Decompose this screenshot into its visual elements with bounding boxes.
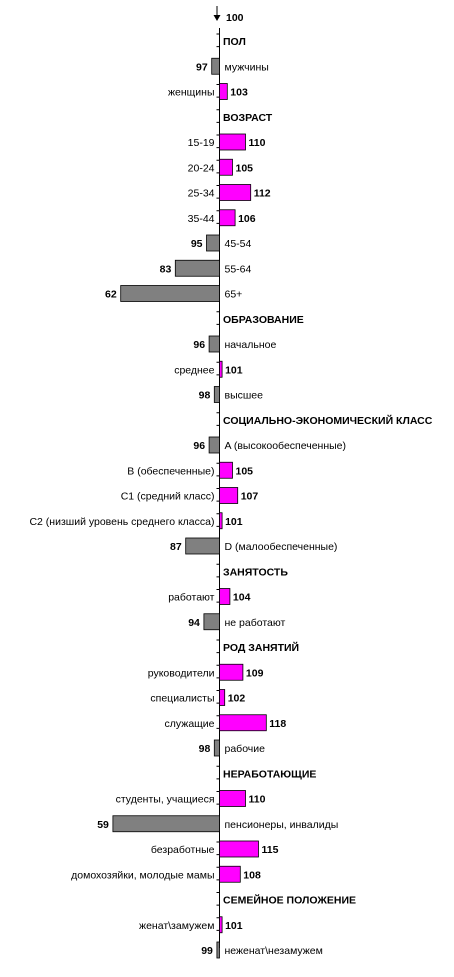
category-label: служащие xyxy=(165,718,215,730)
bar xyxy=(219,158,233,176)
bar xyxy=(208,436,220,454)
value-label: 99 xyxy=(201,945,213,957)
bar xyxy=(120,285,220,302)
section-heading: ПОЛ xyxy=(223,36,246,48)
bar xyxy=(219,83,228,100)
bar xyxy=(211,57,220,75)
bar xyxy=(213,386,220,403)
bar xyxy=(213,739,220,757)
section-heading: ОБРАЗОВАНИЕ xyxy=(223,314,304,326)
category-label: 65+ xyxy=(225,289,243,301)
bar xyxy=(219,689,226,706)
value-label: 108 xyxy=(243,869,261,881)
bar xyxy=(208,335,220,353)
category-label: специалисты xyxy=(150,693,214,705)
value-label: 101 xyxy=(225,364,243,376)
category-label: не работают xyxy=(225,617,286,629)
category-label: рабочие xyxy=(225,743,266,755)
value-label: 98 xyxy=(199,743,211,755)
value-label: 101 xyxy=(225,516,243,528)
category-label: работают xyxy=(168,592,214,604)
value-label: 95 xyxy=(191,238,203,250)
category-label: женат\замужем xyxy=(139,920,214,932)
bar xyxy=(219,209,236,227)
value-label: 62 xyxy=(105,289,117,301)
section-heading: ЗАНЯТОСТЬ xyxy=(223,566,288,578)
value-label: 96 xyxy=(193,440,205,452)
bar xyxy=(219,790,246,807)
bar xyxy=(219,360,223,378)
bar xyxy=(219,133,246,151)
value-label: 107 xyxy=(241,491,259,503)
category-label: 15-19 xyxy=(188,137,215,149)
category-label: руководители xyxy=(148,667,215,679)
value-label: 112 xyxy=(254,188,271,200)
category-label: среднее xyxy=(174,364,214,376)
category-label: 45-54 xyxy=(225,238,252,250)
value-label: 101 xyxy=(225,920,243,932)
category-label: 20-24 xyxy=(188,162,215,174)
value-label: 106 xyxy=(238,213,256,225)
value-label: 102 xyxy=(228,693,246,705)
value-label: 98 xyxy=(199,390,211,402)
category-label: женщины xyxy=(168,87,215,99)
category-label: мужчины xyxy=(225,61,269,73)
value-label: 105 xyxy=(236,162,254,174)
category-label: высшее xyxy=(225,390,264,402)
section-heading: ВОЗРАСТ xyxy=(223,112,273,124)
bar xyxy=(219,487,239,504)
category-label: C2 (низший уровень среднего класса) xyxy=(29,516,214,528)
category-label: D (малообеспеченные) xyxy=(225,541,338,553)
value-label: 115 xyxy=(262,844,279,856)
value-label: 109 xyxy=(246,667,264,679)
section-heading: СЕМЕЙНОЕ ПОЛОЖЕНИЕ xyxy=(223,894,356,907)
value-label: 104 xyxy=(233,592,251,604)
bar xyxy=(112,815,220,833)
category-label: C1 (средний класс) xyxy=(121,491,215,503)
baseline-label: 100 xyxy=(226,12,244,24)
category-label: начальное xyxy=(225,339,277,351)
value-label: 94 xyxy=(188,617,200,629)
baseline-arrowhead-icon xyxy=(213,15,221,21)
bar xyxy=(219,184,252,201)
category-label: 55-64 xyxy=(225,263,252,275)
bar xyxy=(219,588,231,605)
value-label: 97 xyxy=(196,61,208,73)
category-label: 25-34 xyxy=(188,188,215,200)
bar xyxy=(216,941,220,959)
value-label: 110 xyxy=(249,137,266,149)
bar xyxy=(219,512,223,530)
category-label: неженат\незамужем xyxy=(225,945,323,957)
value-label: 105 xyxy=(236,465,254,477)
category-label: 35-44 xyxy=(188,213,215,225)
category-label: безработные xyxy=(151,844,215,856)
bar xyxy=(185,537,220,555)
category-label: домохозяйки, молодые мамы xyxy=(71,869,214,881)
category-label: A (высокообеспеченные) xyxy=(225,440,347,452)
bar xyxy=(219,916,223,934)
bar xyxy=(219,865,241,883)
category-label: пенсионеры, инвалиды xyxy=(225,819,339,831)
bar xyxy=(219,714,267,732)
bar xyxy=(203,613,220,631)
category-label: B (обеспеченные) xyxy=(127,465,214,477)
category-label: студенты, учащиеся xyxy=(116,794,215,806)
value-label: 59 xyxy=(97,819,109,831)
bar xyxy=(219,840,259,858)
section-heading: НЕРАБОТАЮЩИЕ xyxy=(223,768,316,780)
section-heading: РОД ЗАНЯТИЙ xyxy=(223,641,299,654)
section-heading: СОЦИАЛЬНО-ЭКОНОМИЧЕСКИЙ КЛАСС xyxy=(223,414,433,427)
value-label: 83 xyxy=(160,263,172,275)
value-label: 103 xyxy=(230,87,248,99)
bar xyxy=(219,461,233,479)
bar xyxy=(206,234,220,252)
value-label: 118 xyxy=(269,718,286,730)
value-label: 87 xyxy=(170,541,182,553)
bar xyxy=(219,663,244,681)
value-label: 96 xyxy=(193,339,205,351)
value-label: 110 xyxy=(249,794,266,806)
bar xyxy=(174,259,220,277)
